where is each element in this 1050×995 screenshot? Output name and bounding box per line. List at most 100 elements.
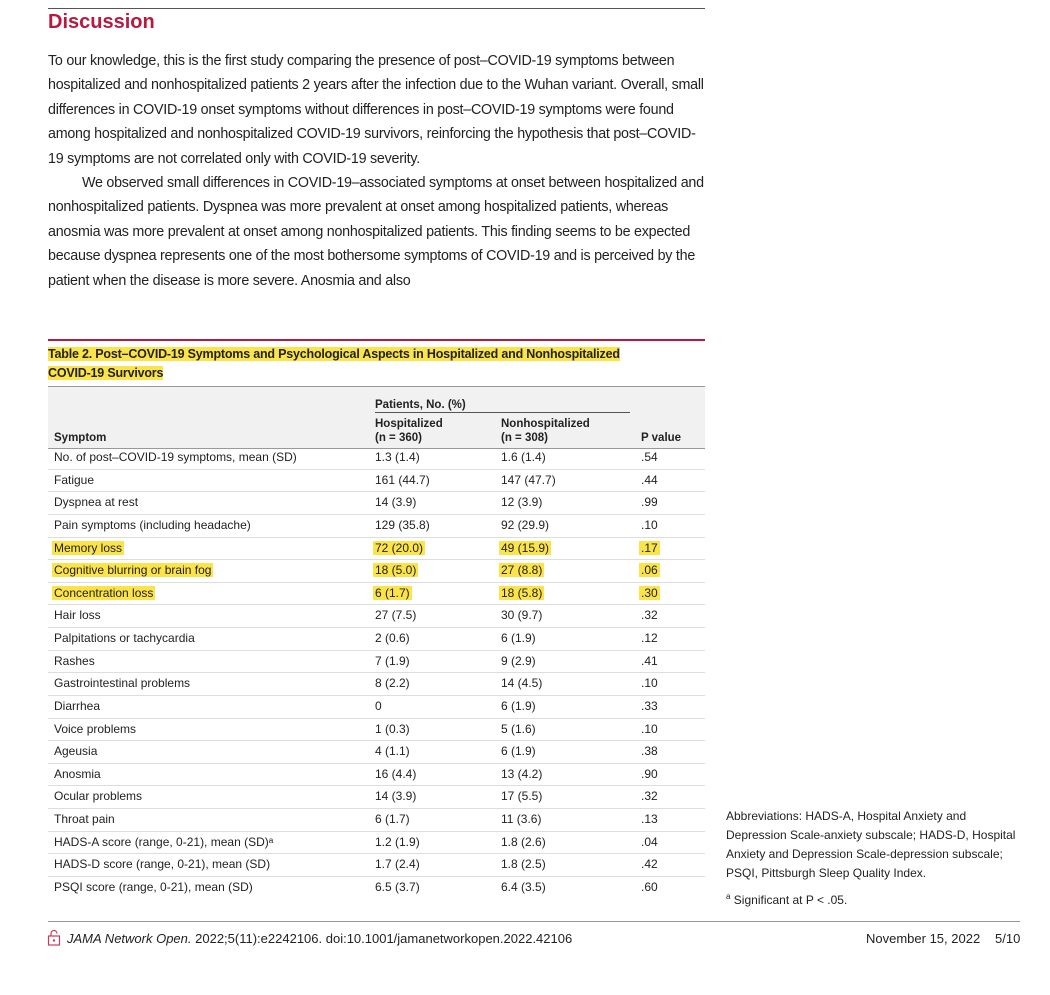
cell: 16 (4.4) — [375, 766, 417, 781]
row-divider — [48, 604, 705, 606]
row-divider — [48, 740, 705, 742]
cell: .10 — [641, 676, 658, 691]
col-header: Nonhospitalized — [501, 418, 590, 430]
row-label: Palpitations or tachycardia — [54, 631, 195, 646]
cell: .60 — [641, 879, 658, 894]
row-label: Dyspnea at rest — [54, 495, 139, 510]
row-label: Pain symptoms (including headache) — [54, 517, 251, 532]
row-label: HADS-A score (range, 0-21), mean (SD)ᵃ — [54, 834, 274, 849]
cell: 14 (3.9) — [375, 495, 417, 510]
table-title-text: Table 2. Post–COVID-19 Symptoms and Psyc… — [48, 347, 620, 380]
cell: .30 — [639, 585, 660, 600]
cell: 18 (5.8) — [499, 585, 545, 600]
cell: 6 (1.9) — [501, 698, 536, 713]
row-divider — [48, 717, 705, 719]
top-rule — [48, 8, 705, 9]
row-label: Fatigue — [54, 472, 95, 487]
cell: 1.7 (2.4) — [375, 857, 420, 872]
cell: 12 (3.9) — [501, 495, 543, 510]
col-header: P value — [641, 432, 682, 444]
row-label: No. of post–COVID-19 symptoms, mean (SD) — [54, 450, 297, 464]
cell: 1.6 (1.4) — [501, 450, 546, 464]
cell: 6.5 (3.7) — [375, 879, 420, 894]
cell: .38 — [641, 744, 658, 759]
row-divider — [48, 785, 705, 787]
footnote-text: Significant at P < .05. — [733, 893, 848, 907]
cell: .54 — [641, 450, 658, 464]
row-divider — [48, 694, 705, 696]
cell: 1.3 (1.4) — [375, 450, 420, 464]
paragraph: We observed small differences in COVID-1… — [48, 175, 704, 289]
row-label: Concentration loss — [52, 585, 156, 600]
lock-icon — [47, 929, 61, 946]
table-notes: Abbreviations: HADS-A, Hospital Anxiety … — [726, 807, 1026, 910]
row-divider — [48, 559, 705, 561]
cell: .10 — [641, 517, 658, 532]
row-divider — [48, 513, 705, 515]
cell: 18 (5.0) — [373, 563, 419, 578]
group-header: Patients, No. (%) — [375, 399, 466, 411]
cell: .10 — [641, 721, 658, 736]
section-body: To our knowledge, this is the first stud… — [48, 49, 710, 293]
row-label: Memory loss — [52, 540, 125, 555]
col-header: Hospitalized — [375, 418, 443, 430]
row-divider — [48, 536, 705, 538]
cell: 129 (35.8) — [375, 517, 430, 532]
cell: .17 — [639, 540, 660, 555]
cell: 14 (4.5) — [501, 676, 543, 691]
cell: 14 (3.9) — [375, 789, 417, 804]
cell: 27 (8.8) — [499, 563, 545, 578]
cell: .42 — [641, 857, 658, 872]
row-divider — [48, 762, 705, 764]
row-label: HADS-D score (range, 0-21), mean (SD) — [54, 857, 271, 872]
cell: 27 (7.5) — [375, 608, 417, 623]
cell: 1.2 (1.9) — [375, 834, 420, 849]
row-divider — [48, 808, 705, 810]
cell: 30 (9.7) — [501, 608, 543, 623]
table-title: Table 2. Post–COVID-19 Symptoms and Psyc… — [48, 345, 638, 383]
cell: .90 — [641, 766, 658, 781]
cell: .32 — [641, 608, 658, 623]
page-number: 5/10 — [995, 931, 1021, 946]
cell: 11 (3.6) — [501, 812, 542, 827]
abbreviations: Abbreviations: HADS-A, Hospital Anxiety … — [726, 809, 1016, 880]
cell: .99 — [641, 495, 658, 510]
row-divider — [48, 875, 705, 877]
cell: 8 (2.2) — [375, 676, 410, 691]
row-label: Gastrointestinal problems — [54, 676, 191, 691]
row-label: Anosmia — [54, 766, 101, 781]
cell: 1 (0.3) — [375, 721, 410, 736]
cell: .44 — [641, 472, 658, 487]
cell: 2 (0.6) — [375, 631, 410, 646]
row-divider — [48, 672, 705, 674]
row-label: Hair loss — [54, 608, 101, 623]
cell: 9 (2.9) — [501, 653, 536, 668]
cell: 6 (1.9) — [501, 631, 536, 646]
row-label: Throat pain — [54, 812, 115, 827]
cell: 4 (1.1) — [375, 744, 410, 759]
row-label: PSQI score (range, 0-21), mean (SD) — [54, 879, 253, 894]
cell: .41 — [641, 653, 658, 668]
row-label: Rashes — [54, 653, 95, 668]
cell: .06 — [639, 563, 660, 578]
cell: 7 (1.9) — [375, 653, 410, 668]
row-label: Voice problems — [54, 721, 137, 736]
cell: 0 — [375, 698, 382, 713]
cell: .04 — [641, 834, 658, 849]
cell: 161 (44.7) — [375, 472, 430, 487]
cell: 49 (15.9) — [499, 540, 552, 555]
journal: JAMA Network Open. — [67, 931, 192, 946]
row-divider — [48, 830, 705, 832]
footer-rule — [48, 921, 1020, 922]
date: November 15, 2022 — [866, 931, 981, 946]
citation-text: 2022;5(11):e2242106. doi:10.1001/jamanet… — [195, 931, 573, 946]
row-label: Diarrhea — [54, 698, 101, 713]
cell: 1.8 (2.6) — [501, 834, 546, 849]
cell: .12 — [641, 631, 658, 646]
row-divider — [48, 649, 705, 651]
cell: .32 — [641, 789, 658, 804]
citation: JAMA Network Open. 2022;5(11):e2242106. … — [67, 931, 572, 946]
cell: 5 (1.6) — [501, 721, 536, 736]
row-divider — [48, 468, 705, 470]
